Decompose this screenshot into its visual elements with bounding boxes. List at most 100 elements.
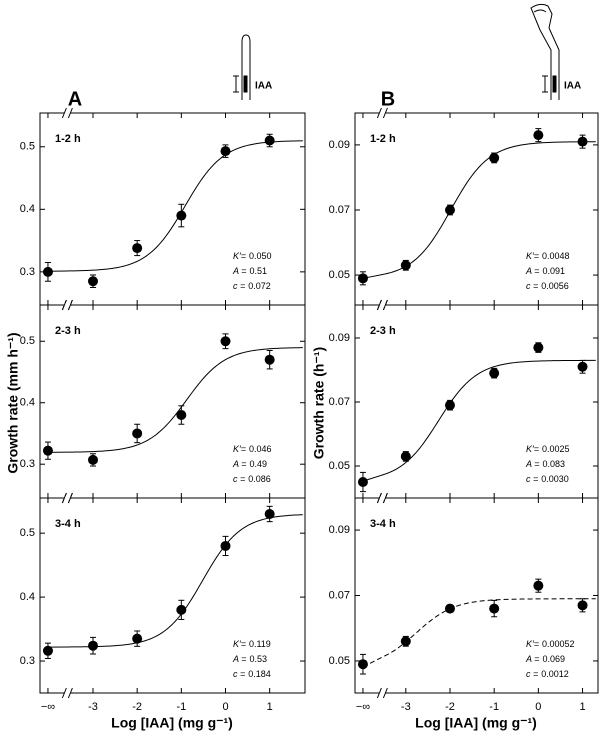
- axis-break: [64, 691, 71, 695]
- data-point: [444, 603, 455, 614]
- parameter-name: c =: [526, 474, 538, 484]
- y-tick-label: 0.07: [329, 204, 350, 216]
- panel-title: 1-2 h: [55, 133, 81, 145]
- data-point: [444, 204, 455, 215]
- parameter-name: K′=: [233, 251, 246, 261]
- fit-parameter: c = 0.0030: [526, 474, 569, 484]
- fit-parameter: c = 0.184: [233, 669, 271, 679]
- fit-parameter: K′= 0.119: [233, 639, 271, 649]
- axis-break: [382, 492, 388, 504]
- panel-title: 2-3 h: [370, 325, 396, 337]
- fit-curve: [362, 141, 596, 279]
- x-axis-label: Log [IAA] (mg g⁻¹): [111, 715, 233, 731]
- axis-break: [64, 496, 71, 500]
- y-tick-label: 0.05: [329, 269, 350, 281]
- fit-parameter: c = 0.0056: [526, 281, 569, 291]
- parameter-value: 0.050: [249, 251, 272, 261]
- fit-parameter: A = 0.49: [232, 459, 267, 469]
- parameter-value: 0.119: [249, 639, 271, 649]
- parameter-value: 0.51: [249, 266, 267, 276]
- fit-parameter: K′= 0.050: [233, 251, 271, 261]
- parameter-value: 0.046: [249, 444, 272, 454]
- parameter-value: 0.0056: [541, 281, 569, 291]
- axis-break: [64, 111, 71, 115]
- fit-parameter: A = 0.069: [525, 654, 565, 664]
- fit-parameter: c = 0.072: [233, 281, 271, 291]
- parameter-name: A =: [232, 459, 246, 469]
- fit-parameter: A = 0.53: [232, 654, 267, 664]
- icon-label: IAA: [564, 81, 581, 92]
- data-point: [176, 210, 187, 221]
- axis-break: [379, 303, 386, 307]
- panel-title: 1-2 h: [370, 133, 396, 145]
- data-point: [264, 508, 275, 519]
- data-point: [357, 659, 368, 670]
- fit-parameter: K′= 0.00052: [526, 639, 575, 649]
- parameter-name: A =: [525, 459, 539, 469]
- data-point: [400, 636, 411, 647]
- y-tick-label: 0.07: [329, 589, 350, 601]
- data-point: [220, 146, 231, 157]
- data-point: [132, 633, 143, 644]
- y-tick-label: 0.07: [329, 396, 350, 408]
- parameter-value: 0.0012: [541, 669, 569, 679]
- axis-break: [376, 299, 382, 311]
- data-point: [577, 600, 588, 611]
- data-point: [132, 243, 143, 254]
- x-tick-label: 0: [535, 701, 541, 713]
- data-point: [220, 336, 231, 347]
- axis-break: [61, 492, 67, 504]
- x-tick-label: -1: [489, 701, 499, 713]
- parameter-value: 0.069: [542, 654, 565, 664]
- fit-parameter: c = 0.0012: [526, 669, 569, 679]
- axis-break: [64, 303, 71, 307]
- data-point: [132, 428, 143, 439]
- x-axis-label: Log [IAA] (mg g⁻¹): [415, 715, 537, 731]
- data-point: [489, 603, 500, 614]
- fit-curve: [362, 359, 596, 482]
- y-tick-label: 0.4: [20, 591, 35, 603]
- fit-parameter: K′= 0.0048: [526, 251, 569, 261]
- data-point: [357, 476, 368, 487]
- parameter-value: 0.091: [542, 266, 565, 276]
- data-point: [88, 454, 98, 465]
- data-point: [533, 342, 544, 353]
- y-tick-label: 0.09: [329, 524, 350, 536]
- parameter-value: 0.086: [248, 474, 271, 484]
- fit-parameter: A = 0.091: [525, 266, 565, 276]
- parameter-name: c =: [233, 474, 245, 484]
- data-point: [489, 152, 500, 163]
- y-tick-label: 0.4: [20, 397, 35, 409]
- fit-curve: [362, 598, 596, 668]
- axis-break: [67, 299, 73, 311]
- x-tick-label: −∞: [356, 701, 370, 713]
- y-tick-label: 0.05: [329, 655, 350, 667]
- parameter-name: c =: [233, 669, 245, 679]
- y-axis-label: Growth rate (mm h⁻¹): [5, 332, 21, 473]
- y-tick-label: 0.09: [329, 139, 350, 151]
- fit-parameter: K′= 0.0025: [526, 444, 569, 454]
- parameter-value: 0.00052: [542, 639, 575, 649]
- parameter-value: 0.0048: [542, 251, 570, 261]
- x-tick-label: -2: [132, 701, 142, 713]
- parameter-name: c =: [526, 281, 538, 291]
- parameter-value: 0.072: [248, 281, 271, 291]
- fit-curve: [47, 140, 303, 272]
- axis-break: [382, 687, 388, 699]
- data-point: [88, 640, 98, 651]
- parameter-value: 0.184: [248, 669, 271, 679]
- parameter-name: K′=: [233, 444, 246, 454]
- fit-parameter: c = 0.086: [233, 474, 271, 484]
- y-tick-label: 0.5: [20, 335, 35, 347]
- y-tick-label: 0.3: [20, 655, 35, 667]
- data-point: [357, 273, 368, 284]
- data-point: [88, 276, 98, 287]
- y-tick-label: 0.09: [329, 332, 350, 344]
- axis-break: [379, 111, 386, 115]
- parameter-name: A =: [525, 654, 539, 664]
- panel-frame: [39, 497, 306, 694]
- x-tick-label: -1: [176, 701, 186, 713]
- panel-title: 3-4 h: [370, 518, 396, 530]
- axis-break: [379, 496, 386, 500]
